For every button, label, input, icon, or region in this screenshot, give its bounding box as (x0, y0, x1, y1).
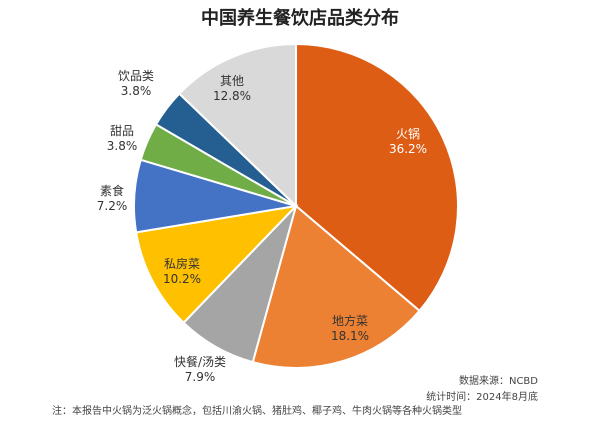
slice-category-label-2: 快餐/汤类 (174, 354, 226, 369)
slice-category-label-3: 私房菜 (164, 256, 200, 271)
time-note: 统计时间：2024年8月底 (426, 392, 538, 403)
pie-slice-0 (295, 42, 459, 313)
slice-category-label-6: 饮品类 (118, 69, 154, 83)
footnote: 注：本报告中火锅为泛火锅概念，包括川渝火锅、猪肚鸡、椰子鸡、牛肉火锅等各种火锅类… (52, 406, 462, 417)
chart-title: 中国养生餐饮店品类分布 (201, 8, 399, 29)
pie-slice-3 (135, 204, 299, 325)
slice-value-label-1: 18.1% (331, 329, 369, 343)
slice-category-label-0: 火锅 (396, 126, 420, 141)
slice-value-label-0: 36.2% (389, 142, 427, 156)
slice-category-label-1: 地方菜 (332, 313, 368, 328)
slice-value-label-5: 3.8% (107, 139, 138, 153)
source-note: 数据来源：NCBD (458, 376, 538, 387)
slice-value-label-6: 3.8% (121, 84, 152, 98)
slice-value-label-3: 10.2% (163, 272, 201, 286)
slice-category-label-7: 其他 (220, 74, 244, 88)
slice-value-label-7: 12.8% (213, 89, 251, 103)
slice-category-label-4: 素食 (100, 183, 124, 198)
pie-slice-1 (251, 204, 421, 369)
slice-value-label-4: 7.2% (97, 199, 128, 213)
slice-category-label-5: 甜品 (110, 124, 134, 138)
slice-value-label-2: 7.9% (185, 370, 216, 384)
pie-slice-7 (177, 42, 297, 209)
